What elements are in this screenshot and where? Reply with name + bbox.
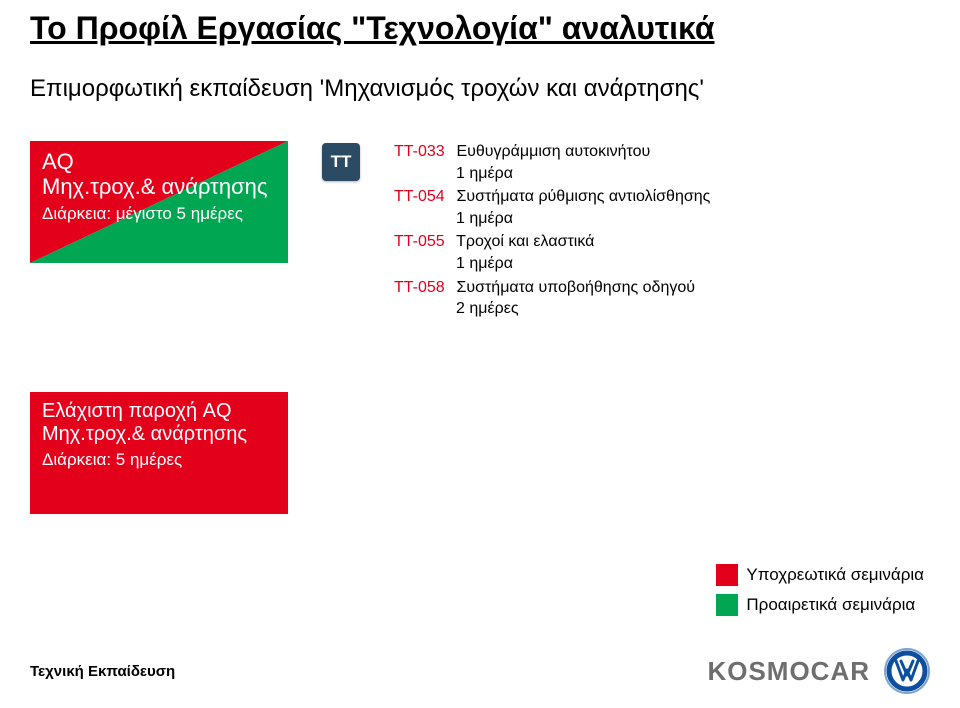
footer-left-text: Τεχνική Εκπαίδευση bbox=[30, 663, 175, 680]
course-code: TT-058 bbox=[394, 277, 452, 299]
course-row: TT-055 Τροχοί και ελαστικά 1 ημέρα bbox=[394, 231, 710, 274]
tt-badge-icon: TT bbox=[322, 143, 360, 181]
course-name: Συστήματα ρύθμισης αντιολίσθησης bbox=[456, 188, 710, 205]
footer-right: KOSMOCAR bbox=[707, 648, 930, 694]
course-duration: 1 ημέρα bbox=[456, 163, 710, 185]
course-name: Ευθυγράμμιση αυτοκινήτου bbox=[456, 143, 650, 160]
legend: Υποχρεωτικά σεμινάρια Προαιρετικά σεμινά… bbox=[716, 556, 924, 616]
legend-swatch-mandatory bbox=[716, 564, 738, 586]
footer: Τεχνική Εκπαίδευση KOSMOCAR bbox=[30, 648, 930, 694]
course-row: TT-058 Συστήματα υποβοήθησης οδηγού 2 ημ… bbox=[394, 277, 710, 320]
legend-row-optional: Προαιρετικά σεμινάρια bbox=[716, 594, 924, 616]
course-row: TT-033 Ευθυγράμμιση αυτοκινήτου 1 ημέρα bbox=[394, 141, 710, 184]
course-row: TT-054 Συστήματα ρύθμισης αντιολίσθησης … bbox=[394, 186, 710, 229]
course-duration: 1 ημέρα bbox=[456, 208, 710, 230]
upper-row: AQ Μηχ.τροχ.& ανάρτησης Διάρκεια: μέγιστ… bbox=[30, 141, 930, 322]
aq-card-upper: AQ Μηχ.τροχ.& ανάρτησης Διάρκεια: μέγιστ… bbox=[30, 141, 288, 263]
aq-card-upper-duration: Διάρκεια: μέγιστο 5 ημέρες bbox=[42, 204, 276, 224]
aq-card-lower-line1: Ελάχιστη παροχή AQ bbox=[42, 400, 276, 423]
course-duration: 2 ημέρες bbox=[456, 298, 710, 320]
kosmocar-logo: KOSMOCAR bbox=[707, 656, 870, 687]
aq-card-lower-duration: Διάρκεια: 5 ημέρες bbox=[42, 450, 276, 470]
course-name: Συστήματα υποβοήθησης οδηγού bbox=[456, 279, 695, 296]
course-code: TT-033 bbox=[394, 141, 452, 163]
course-list: TT-033 Ευθυγράμμιση αυτοκινήτου 1 ημέρα … bbox=[394, 141, 710, 322]
course-duration: 1 ημέρα bbox=[456, 253, 710, 275]
legend-label-optional: Προαιρετικά σεμινάρια bbox=[746, 595, 915, 615]
legend-row-mandatory: Υποχρεωτικά σεμινάρια bbox=[716, 564, 924, 586]
course-name: Τροχοί και ελαστικά bbox=[456, 233, 594, 250]
aq-card-lower-line2: Μηχ.τροχ.& ανάρτησης bbox=[42, 423, 276, 446]
legend-label-mandatory: Υποχρεωτικά σεμινάρια bbox=[746, 565, 924, 585]
aq-card-upper-line2: Μηχ.τροχ.& ανάρτησης bbox=[42, 174, 276, 199]
course-code: TT-054 bbox=[394, 186, 452, 208]
vw-logo-icon bbox=[884, 648, 930, 694]
page-subtitle: Επιμορφωτική εκπαίδευση 'Μηχανισμός τροχ… bbox=[30, 75, 930, 103]
aq-card-upper-line1: AQ bbox=[42, 149, 276, 174]
course-code: TT-055 bbox=[394, 231, 452, 253]
page-title: Το Προφίλ Εργασίας "Τεχνολογία" αναλυτικ… bbox=[30, 10, 930, 47]
lower-card-wrap: Ελάχιστη παροχή AQ Μηχ.τροχ.& ανάρτησης … bbox=[30, 392, 930, 514]
aq-card-lower: Ελάχιστη παροχή AQ Μηχ.τροχ.& ανάρτησης … bbox=[30, 392, 288, 514]
legend-swatch-optional bbox=[716, 594, 738, 616]
